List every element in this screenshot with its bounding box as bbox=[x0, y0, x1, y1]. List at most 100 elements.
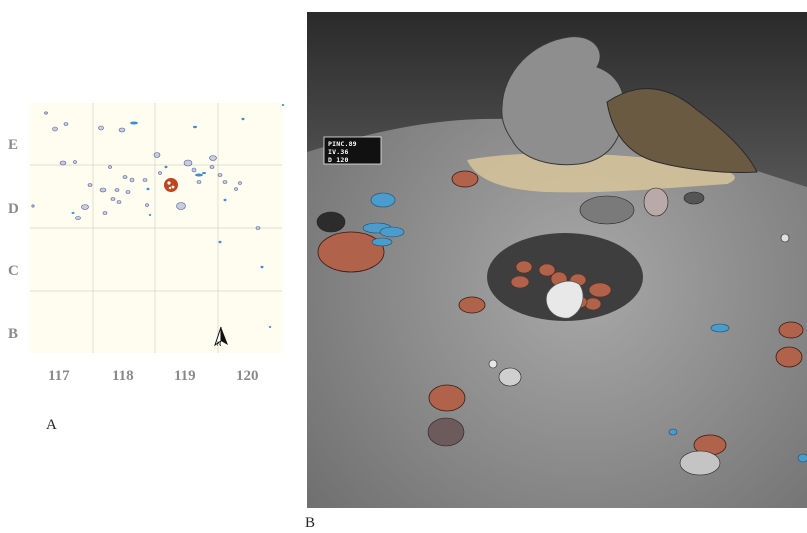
excavation-photo: PINC.89 IV.36 D 120 bbox=[307, 12, 807, 508]
dark-brown-deposit bbox=[606, 88, 758, 174]
map-stone bbox=[217, 173, 223, 177]
map-stone bbox=[44, 111, 48, 115]
map-bone bbox=[241, 117, 245, 121]
map-bone bbox=[281, 104, 285, 106]
row-label-e: E bbox=[8, 137, 19, 153]
photo-stones bbox=[317, 170, 804, 456]
col-label-117: 117 bbox=[48, 368, 70, 384]
map-stone bbox=[142, 178, 148, 182]
photo-grey-stone bbox=[316, 211, 346, 233]
photo-grey-stone bbox=[579, 195, 635, 225]
hearth-stone bbox=[538, 263, 556, 277]
panel-label-b: B bbox=[305, 515, 316, 531]
map-bone bbox=[148, 214, 152, 216]
map-bone bbox=[195, 173, 203, 177]
map-stone bbox=[63, 122, 69, 126]
plan-map: N bbox=[30, 103, 285, 353]
map-stone bbox=[114, 188, 120, 192]
map-stone bbox=[75, 216, 81, 220]
photo-red-stone bbox=[428, 384, 466, 412]
map-bone bbox=[202, 172, 206, 174]
map-stone bbox=[99, 187, 107, 193]
photo-bone bbox=[370, 192, 396, 208]
white-stone bbox=[545, 280, 584, 319]
photo-grey-stone bbox=[498, 367, 522, 387]
ticket-line-3: D 120 bbox=[328, 156, 349, 164]
map-stone bbox=[255, 226, 261, 230]
map-stone bbox=[129, 177, 135, 183]
panel-label-a: A bbox=[46, 417, 57, 433]
map-bone bbox=[218, 240, 222, 244]
map-stone bbox=[158, 171, 162, 175]
photo-red-stone bbox=[317, 231, 385, 273]
map-stone bbox=[125, 190, 131, 194]
row-label-b: B bbox=[8, 326, 19, 342]
col-label-119: 119 bbox=[174, 368, 196, 384]
map-stone bbox=[31, 204, 35, 208]
photo-grey-stone bbox=[427, 417, 465, 447]
ticket-line-1: PINC.89 bbox=[328, 140, 357, 148]
map-bone bbox=[146, 187, 150, 191]
plan-map-panel: N E D C B 117 118 119 120 bbox=[0, 95, 300, 395]
map-bone bbox=[268, 326, 272, 328]
photo-bone bbox=[379, 226, 405, 238]
photo-red-stone bbox=[775, 346, 803, 368]
map-stone bbox=[73, 160, 77, 164]
map-stone bbox=[118, 127, 126, 133]
north-label: N bbox=[217, 342, 221, 348]
map-bone bbox=[71, 212, 75, 214]
photo-bone bbox=[371, 237, 393, 247]
map-stone bbox=[209, 165, 215, 169]
hearth-stone bbox=[515, 260, 533, 274]
map-grid bbox=[30, 103, 282, 353]
photo-grey-stone bbox=[679, 450, 721, 476]
map-bone bbox=[164, 165, 168, 169]
map-stone bbox=[209, 155, 217, 161]
photo-grey-stones bbox=[316, 187, 790, 476]
map-bone bbox=[193, 125, 197, 129]
map-stone bbox=[191, 167, 197, 173]
hearth-stone bbox=[510, 275, 530, 289]
col-label-120: 120 bbox=[236, 368, 259, 384]
photo-red-stone bbox=[458, 296, 486, 314]
col-label-118: 118 bbox=[112, 368, 134, 384]
map-stone bbox=[153, 152, 161, 158]
photo-red-stone bbox=[778, 321, 804, 339]
ticket-line-2: IV.36 bbox=[328, 148, 349, 156]
map-stones bbox=[31, 111, 261, 230]
map-stone bbox=[145, 203, 149, 207]
photo-grey-stone bbox=[780, 233, 790, 243]
map-bone bbox=[130, 121, 138, 125]
map-stone bbox=[116, 200, 122, 204]
photo-canvas bbox=[307, 12, 807, 508]
map-stone bbox=[196, 180, 202, 184]
photo-bone bbox=[797, 453, 807, 463]
map-stone bbox=[238, 181, 242, 185]
row-label-d: D bbox=[8, 201, 19, 217]
photo-grey-stone bbox=[683, 191, 705, 205]
map-bones bbox=[71, 104, 285, 328]
map-stone bbox=[52, 126, 58, 132]
map-stone bbox=[81, 204, 89, 210]
map-bone bbox=[223, 198, 227, 202]
photo-grey-stone bbox=[643, 187, 669, 217]
hearth-stone bbox=[588, 282, 612, 298]
map-stone bbox=[98, 125, 104, 131]
map-stone bbox=[222, 180, 228, 184]
north-arrow: N bbox=[214, 326, 228, 348]
photo-bone bbox=[710, 323, 730, 333]
photo-bone bbox=[668, 428, 678, 436]
photo-ticket bbox=[323, 136, 382, 165]
map-stone bbox=[176, 202, 186, 210]
map-stone bbox=[87, 183, 93, 187]
map-stone bbox=[102, 211, 108, 215]
map-stone bbox=[122, 175, 128, 179]
map-bone bbox=[260, 265, 264, 269]
map-stone bbox=[108, 165, 112, 169]
row-label-c: C bbox=[8, 263, 19, 279]
map-stone bbox=[234, 187, 238, 191]
photo-red-stone bbox=[451, 170, 479, 188]
map-stone bbox=[59, 160, 67, 166]
map-stone bbox=[183, 159, 193, 167]
photo-grey-stone bbox=[488, 359, 498, 369]
